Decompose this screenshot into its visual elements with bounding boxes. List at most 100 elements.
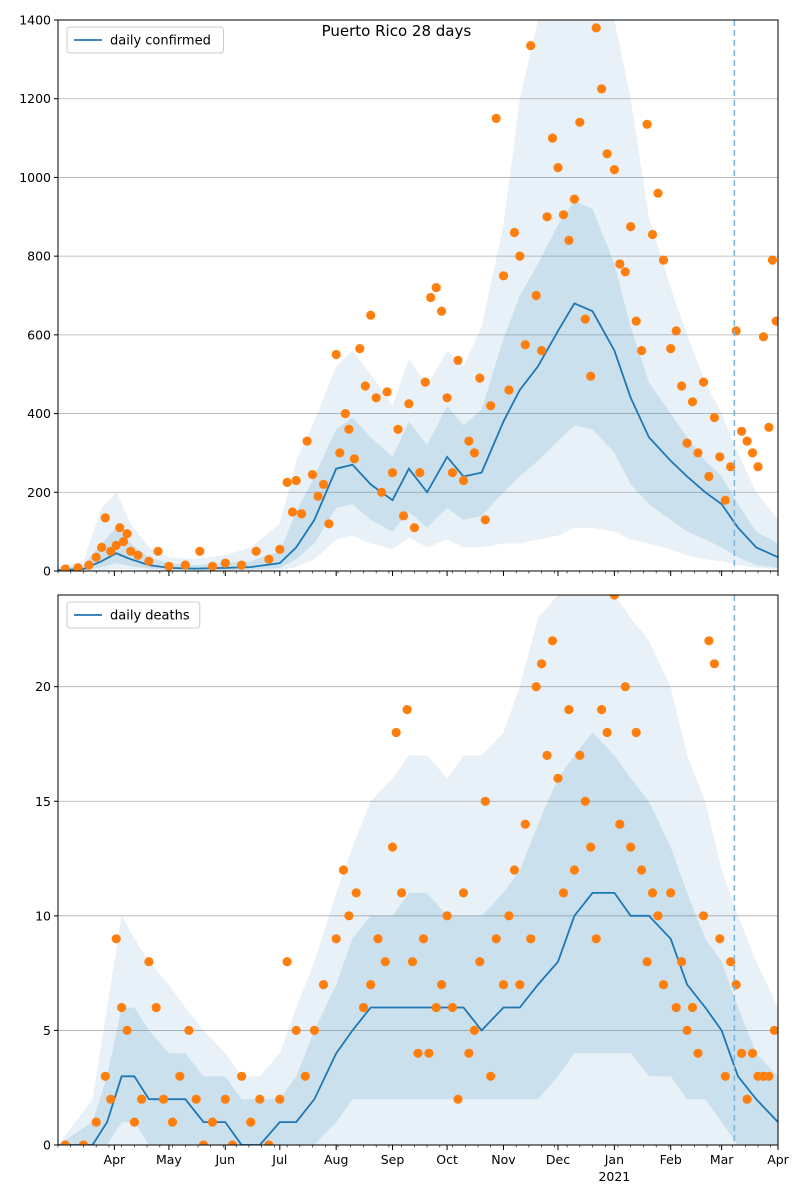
data-point — [531, 682, 541, 692]
data-point — [360, 381, 370, 391]
data-point — [331, 934, 341, 944]
confirmed-panel: 0 200 400 600 800 1000 1200 1400 Puerto Rico 28 … — [19, 13, 779, 579]
inner-band — [58, 732, 778, 1145]
data-point — [542, 212, 552, 222]
data-point — [382, 387, 392, 397]
data-point — [153, 546, 163, 556]
data-point — [453, 1094, 463, 1104]
legend-box — [66, 26, 224, 54]
data-point — [137, 1094, 147, 1104]
data-point — [402, 705, 412, 715]
data-point — [100, 1071, 110, 1081]
data-point — [558, 210, 569, 220]
data-point — [442, 393, 452, 403]
data-point — [586, 842, 596, 852]
data-point — [255, 1094, 265, 1104]
data-point — [558, 888, 569, 898]
x-tick-label: Feb — [660, 1152, 682, 1167]
data-point — [677, 957, 687, 967]
data-point — [151, 1002, 161, 1013]
data-point — [437, 306, 447, 316]
data-point — [60, 564, 70, 571]
data-point — [366, 310, 376, 320]
data-point — [251, 546, 261, 556]
data-point — [671, 326, 681, 336]
data-point — [331, 349, 341, 360]
data-point — [642, 957, 652, 967]
data-point — [537, 346, 547, 356]
data-point — [615, 259, 625, 269]
data-point — [687, 1002, 698, 1013]
y-tick-label: 0 — [43, 1138, 51, 1153]
y-tick-label: 600 — [27, 327, 51, 342]
data-point — [731, 326, 741, 336]
data-point — [264, 1140, 274, 1145]
data-point — [647, 229, 658, 240]
data-point — [620, 267, 630, 277]
data-point — [300, 1071, 310, 1081]
data-point — [737, 1048, 747, 1058]
data-point — [184, 1025, 194, 1035]
data-point — [720, 495, 730, 505]
data-point — [653, 911, 663, 921]
data-point — [475, 373, 485, 383]
data-point — [580, 796, 590, 806]
data-point — [542, 750, 552, 761]
y-tick-label: 1000 — [19, 170, 51, 185]
y-tick-label: 15 — [35, 794, 51, 809]
data-point — [344, 424, 354, 434]
data-point — [409, 523, 419, 533]
data-point — [469, 448, 479, 458]
data-point — [198, 1140, 209, 1145]
data-point — [715, 452, 725, 462]
data-point — [597, 705, 607, 715]
data-point — [318, 479, 329, 489]
data-point — [575, 117, 585, 127]
data-point — [693, 448, 703, 458]
data-point — [609, 165, 620, 175]
data-point — [520, 340, 530, 350]
data-point — [398, 511, 409, 521]
data-point — [767, 255, 778, 265]
data-point — [609, 595, 619, 600]
data-point — [509, 865, 519, 875]
data-point — [106, 546, 116, 556]
data-point — [158, 1094, 169, 1104]
x-tick-label: Mar — [710, 1152, 734, 1167]
data-point — [129, 1117, 139, 1127]
data-point — [227, 1140, 238, 1145]
data-point — [397, 888, 407, 898]
data-point — [391, 727, 401, 738]
data-point — [418, 934, 429, 944]
data-point — [73, 563, 83, 571]
data-point — [373, 934, 383, 944]
data-point — [380, 957, 390, 967]
data-point — [340, 409, 350, 419]
data-point — [698, 377, 709, 387]
data-point — [297, 509, 307, 519]
deaths-panel: 0 5 10 15 20 Apr May Jun Jul Aug Sep Oct Nov Dec Jan 20… — [35, 594, 790, 1184]
data-point — [631, 316, 641, 326]
data-point — [415, 468, 425, 478]
data-point — [586, 371, 596, 381]
data-point — [666, 344, 676, 354]
data-point — [91, 1117, 101, 1127]
outer-band — [58, 595, 778, 1145]
data-point — [180, 560, 190, 570]
data-point — [355, 344, 365, 354]
data-point — [447, 1002, 458, 1013]
data-point — [569, 194, 580, 204]
data-point — [195, 546, 205, 556]
data-point — [275, 544, 285, 555]
data-point — [458, 888, 469, 898]
data-point — [653, 188, 663, 198]
data-point — [351, 888, 361, 898]
data-point — [453, 355, 463, 365]
data-point — [97, 542, 107, 553]
data-point — [404, 399, 414, 409]
legend-box — [66, 601, 201, 629]
data-point — [515, 251, 525, 261]
data-point — [693, 1048, 703, 1058]
data-point — [491, 934, 501, 944]
data-point — [486, 1071, 496, 1081]
